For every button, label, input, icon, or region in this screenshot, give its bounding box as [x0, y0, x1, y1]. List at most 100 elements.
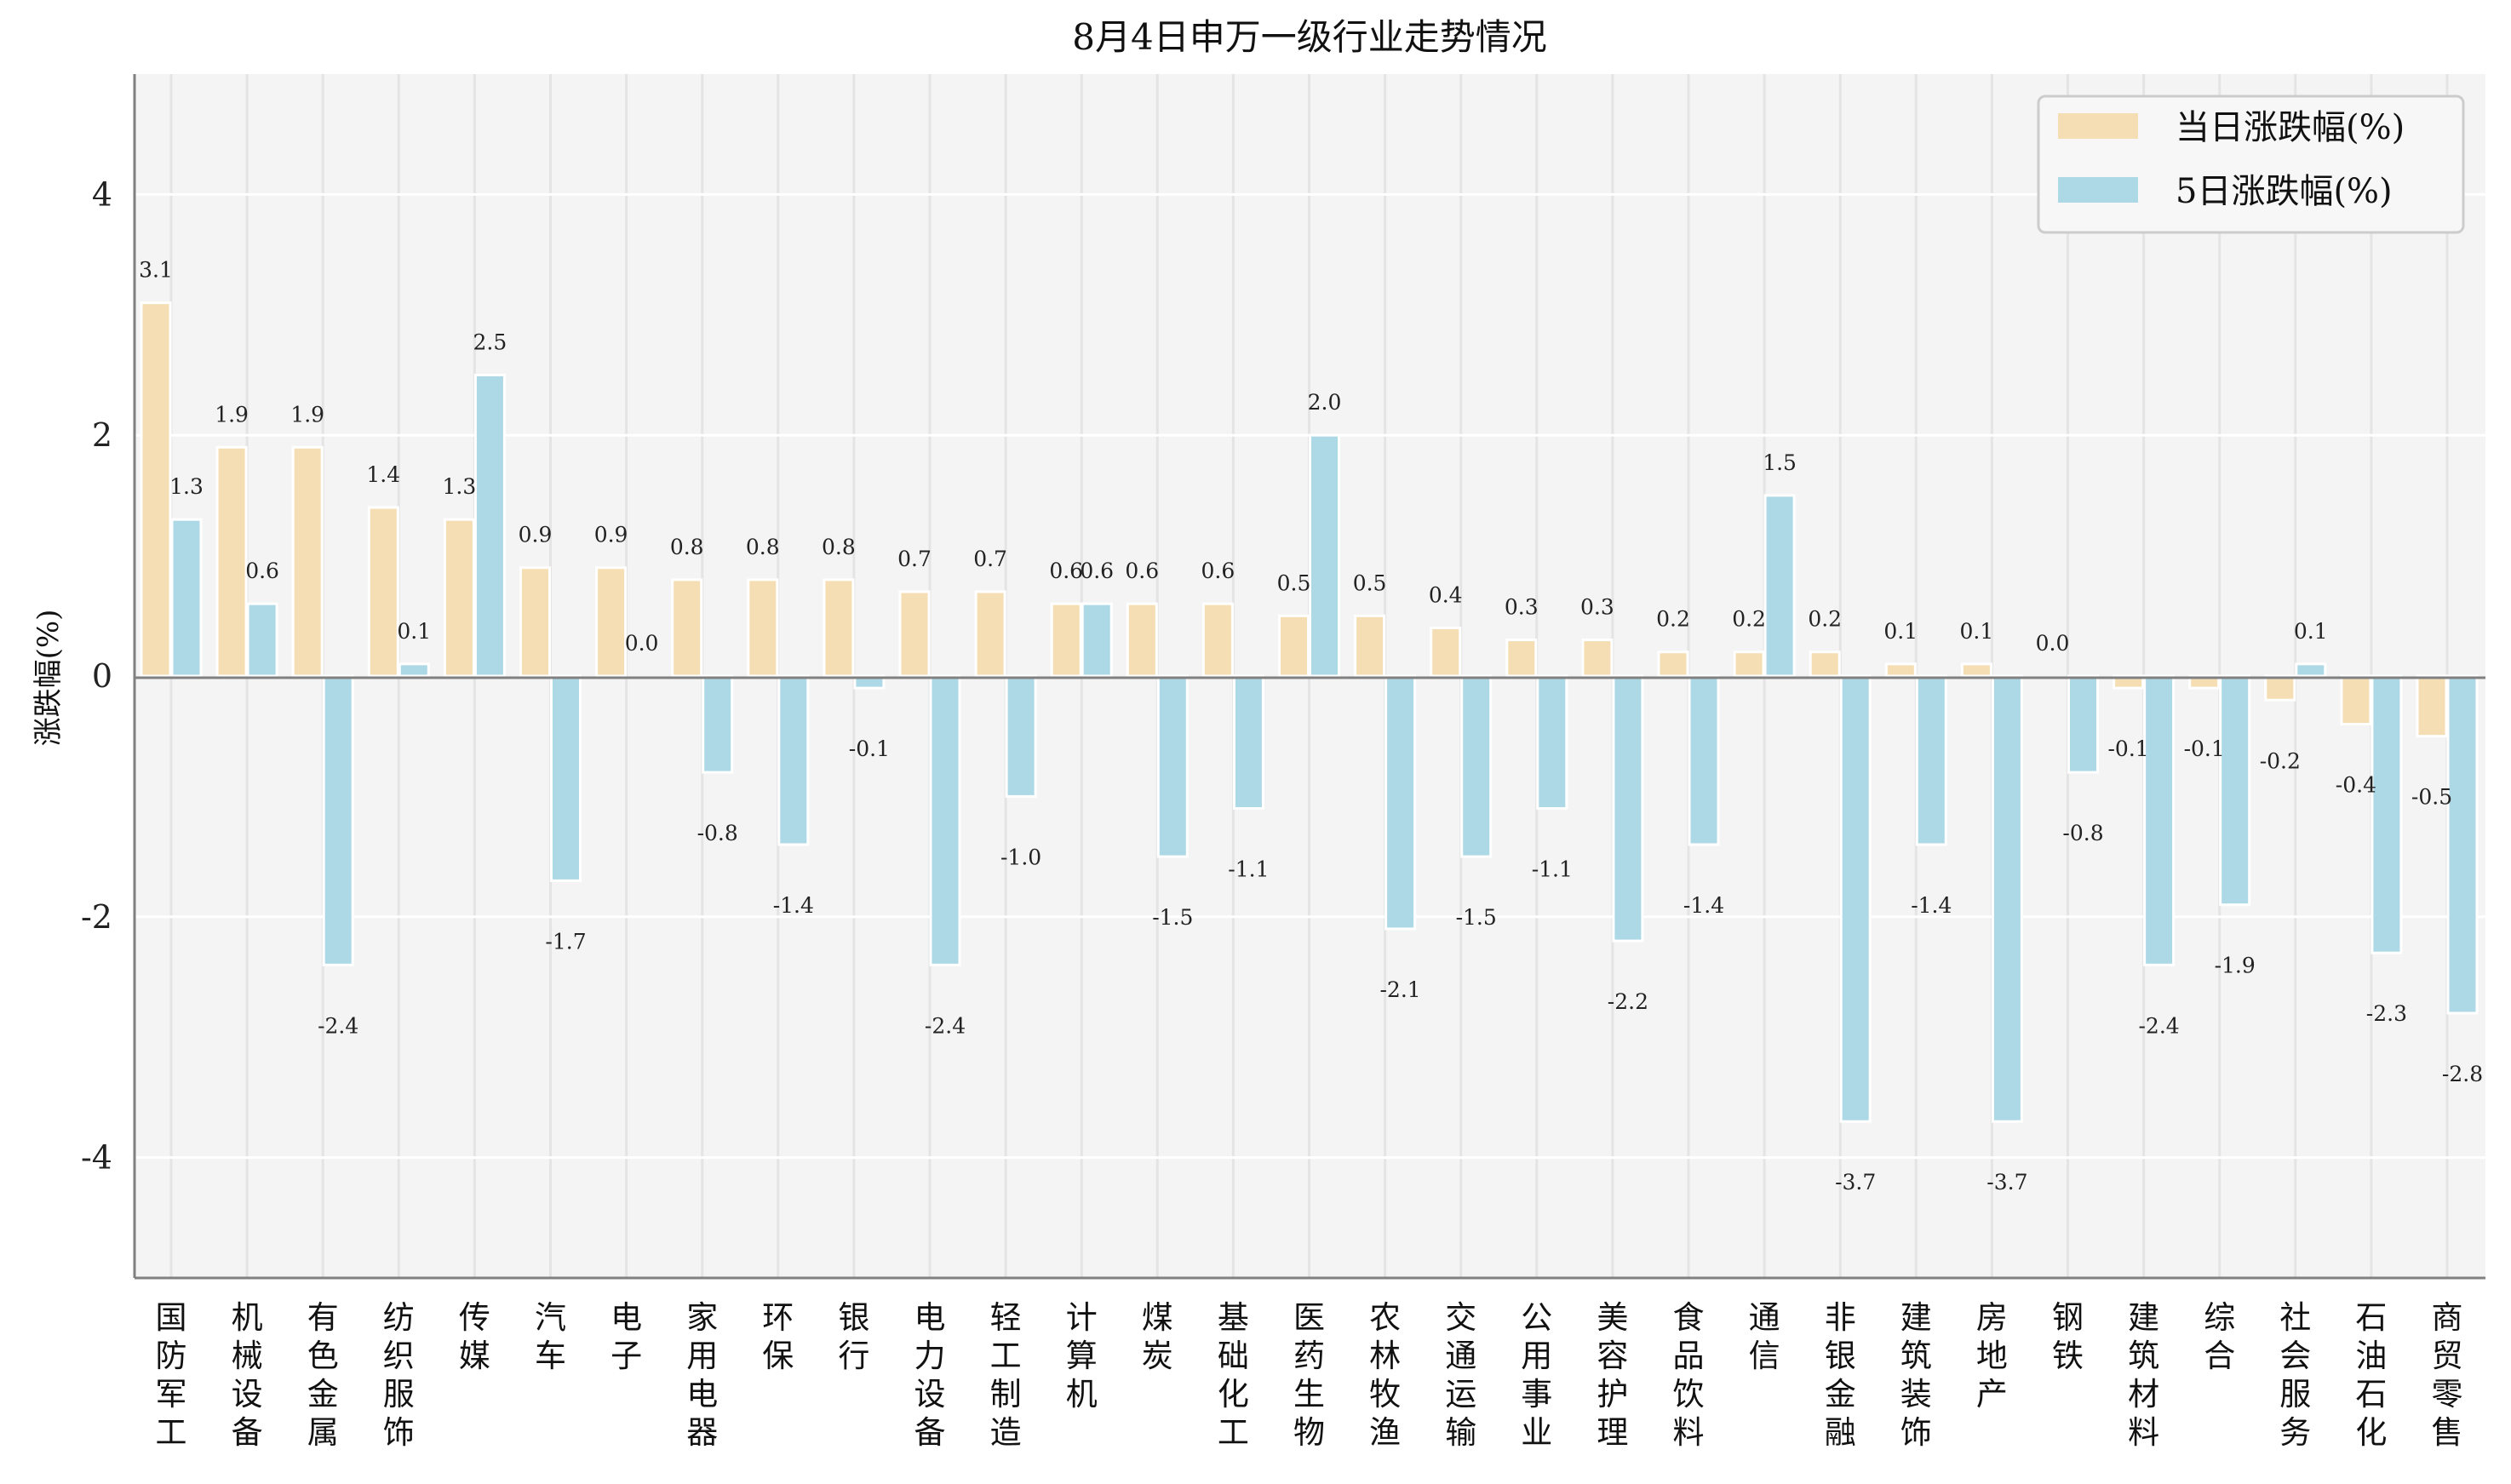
y-tick-label: 0 [92, 657, 112, 695]
bar-daily [1050, 602, 1082, 678]
bar-daily [2188, 674, 2221, 690]
x-tick-label: 轻工制造 [990, 1299, 1022, 1451]
bar-5day [322, 674, 354, 966]
data-label-daily: 0.2 [1808, 607, 1842, 632]
x-tick-label: 计算机 [1066, 1299, 1098, 1412]
data-label-daily: 0.0 [2036, 631, 2070, 656]
data-label-daily: 0.8 [670, 535, 704, 559]
bar-daily [2416, 674, 2448, 738]
data-label-5day: 0.6 [1080, 559, 1114, 583]
bar-daily [671, 578, 703, 678]
data-label-5day: -0.1 [849, 736, 890, 761]
x-tick-label: 基础化工 [1218, 1299, 1249, 1451]
data-label-daily: 0.2 [1732, 607, 1766, 632]
bar-5day [1536, 674, 1568, 811]
data-label-daily: 0.8 [822, 535, 856, 559]
data-label-daily: 0.7 [897, 547, 932, 571]
bar-5day [1839, 674, 1872, 1123]
data-label-5day: -2.4 [2138, 1013, 2179, 1038]
bar-5day [2219, 674, 2251, 907]
data-label-5day: -0.8 [2062, 821, 2103, 845]
bar-5day [702, 674, 734, 774]
x-tick-label: 钢铁 [2052, 1299, 2084, 1374]
data-label-daily: 0.9 [594, 523, 628, 547]
x-tick-label: 建筑装饰 [1900, 1299, 1932, 1451]
bar-daily [1354, 614, 1386, 678]
legend-label-5day: 5日涨跌幅(%) [2176, 172, 2393, 211]
bar-daily [595, 566, 628, 678]
x-tick-label: 食品饮料 [1673, 1299, 1705, 1451]
data-label-daily: 0.5 [1277, 570, 1311, 595]
x-tick-label: 家用电器 [686, 1299, 718, 1451]
bar-5day [1460, 674, 1493, 858]
data-label-daily: 0.8 [746, 535, 780, 559]
data-label-5day: -3.7 [1835, 1170, 1876, 1195]
data-label-5day: 1.3 [169, 474, 204, 499]
bar-daily [1960, 662, 1992, 678]
data-label-daily: 0.6 [1201, 559, 1235, 583]
x-tick-label: 石油石化 [2355, 1299, 2387, 1451]
x-tick-label: 非银金融 [1825, 1299, 1856, 1451]
bar-daily [1581, 639, 1614, 678]
bar-5day [1688, 674, 1720, 846]
data-label-5day: 0.1 [397, 619, 431, 644]
bar-5day [2371, 674, 2403, 954]
legend-swatch-5day [2058, 177, 2138, 203]
data-label-5day: -1.0 [1000, 845, 1041, 869]
bar-5day [929, 674, 961, 966]
data-label-daily: -0.1 [2107, 736, 2148, 761]
bar-5day [473, 374, 506, 678]
x-tick-label: 建筑材料 [2128, 1299, 2159, 1451]
x-tick-label: 交通运输 [1445, 1299, 1476, 1451]
data-label-5day: -0.8 [697, 821, 738, 845]
bar-daily [898, 590, 931, 678]
bar-5day [2143, 674, 2176, 966]
x-tick-label: 环保 [762, 1299, 794, 1374]
data-label-5day: -3.7 [1986, 1170, 2027, 1195]
bar-daily [443, 518, 475, 678]
data-label-daily: 3.1 [139, 258, 173, 283]
data-label-5day: -1.4 [1911, 893, 1952, 918]
bar-daily [1733, 650, 1765, 678]
bar-5day [1384, 674, 1417, 931]
x-tick-label: 通信 [1749, 1299, 1780, 1374]
bar-daily [2264, 674, 2296, 702]
bar-5day [2067, 674, 2099, 774]
data-label-daily: 0.9 [519, 523, 553, 547]
data-label-5day: -2.4 [925, 1013, 966, 1038]
data-label-5day: -1.4 [773, 893, 814, 918]
bar-daily [519, 566, 551, 678]
data-label-daily: 0.1 [1960, 619, 1994, 644]
data-label-5day: -2.4 [318, 1013, 358, 1038]
x-tick-label: 纺织服饰 [383, 1299, 415, 1451]
x-tick-label: 煤炭 [1142, 1299, 1173, 1374]
data-label-5day: 0.0 [625, 631, 659, 656]
bar-daily [1809, 650, 1841, 678]
data-label-daily: 0.7 [973, 547, 1007, 571]
data-label-5day: -1.1 [1228, 857, 1269, 882]
bar-daily [367, 506, 399, 678]
legend-box [2037, 95, 2465, 234]
data-label-5day: -1.5 [1152, 905, 1193, 930]
bar-daily [1201, 602, 1234, 678]
data-label-daily: 0.1 [1883, 619, 1918, 644]
bar-daily [1884, 662, 1917, 678]
data-label-daily: 0.3 [1580, 595, 1614, 620]
bar-5day [1156, 674, 1189, 858]
x-tick-label: 传媒 [459, 1299, 490, 1374]
data-label-daily: -0.5 [2411, 785, 2452, 810]
bar-daily [2113, 674, 2145, 690]
data-label-5day: -1.5 [1456, 905, 1497, 930]
bar-daily [1505, 639, 1538, 678]
bar-daily [215, 445, 248, 678]
y-axis-label: 涨跌幅(%) [32, 610, 66, 747]
data-label-daily: 0.6 [1125, 559, 1159, 583]
x-tick-label: 商贸零售 [2432, 1299, 2463, 1451]
bar-daily [974, 590, 1006, 678]
data-label-daily: 0.2 [1656, 607, 1690, 632]
bar-5day [1232, 674, 1264, 811]
bar-daily [1657, 650, 1689, 678]
y-tick-label: 2 [92, 416, 112, 454]
legend-swatch-daily [2058, 113, 2138, 139]
